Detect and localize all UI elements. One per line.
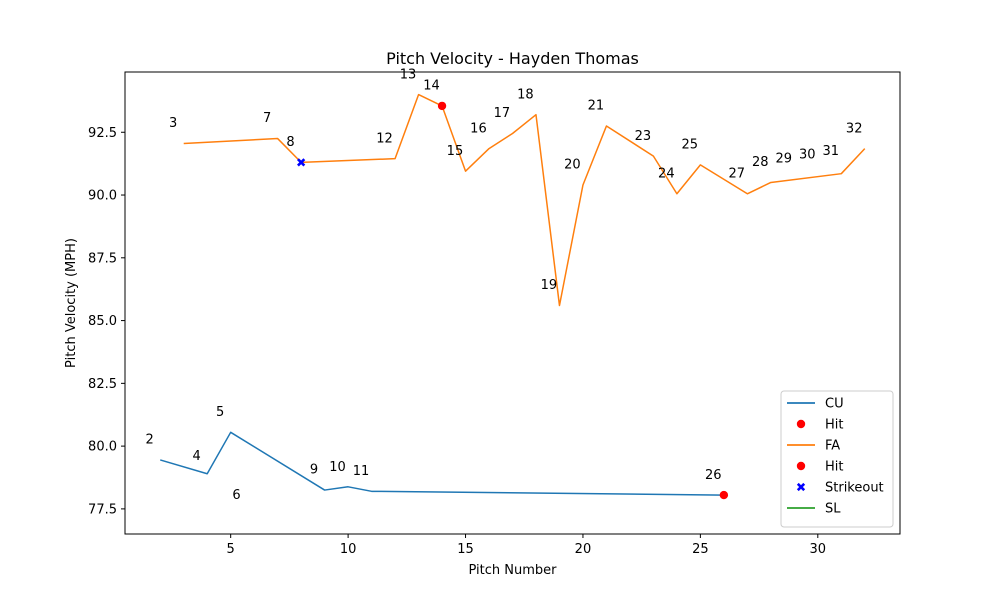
y-tick-label: 82.5: [88, 377, 117, 392]
hit-marker: [719, 490, 729, 500]
plot-area-frame: [124, 71, 901, 535]
pitch-number-label: 30: [799, 148, 816, 163]
legend-x-swatch: [796, 482, 806, 492]
y-tick-label: 92.5: [88, 126, 117, 141]
pitch-number-label: 4: [192, 449, 200, 464]
pitch-number-label: 11: [353, 464, 370, 479]
pitch-number-label: 2: [146, 433, 154, 448]
legend-entry: CU: [787, 397, 844, 412]
pitch-number-label: 19: [541, 278, 558, 293]
legend-entry: Hit: [796, 418, 843, 433]
x-axis-label: Pitch Number: [468, 563, 557, 578]
pitch-number-label: 10: [329, 460, 346, 475]
legend: CU Hit FA Hit Strikeout SL: [780, 390, 894, 528]
pitch-number-label: 29: [775, 151, 792, 166]
pitch-number-label: 18: [517, 87, 534, 102]
y-tick-label: 77.5: [88, 502, 117, 517]
pitch-number-label: 6: [232, 488, 240, 503]
y-tick-label: 85.0: [88, 314, 117, 329]
legend-circle-swatch: [796, 419, 806, 429]
y-axis-label: Pitch Velocity (MPH): [64, 238, 79, 368]
pitch-number-label: 15: [447, 144, 464, 159]
legend-entry: Hit: [796, 460, 843, 475]
legend-label: Hit: [825, 460, 843, 475]
legend-label: Hit: [825, 418, 843, 433]
chart-title: Pitch Velocity - Hayden Thomas: [386, 49, 639, 68]
pitch-number-label: 7: [263, 111, 271, 126]
x-tick-label: 10: [340, 542, 357, 557]
hit-marker: [437, 101, 447, 111]
marker-layer: [297, 101, 729, 500]
pitch-number-label: 27: [729, 166, 746, 181]
pitch-number-label: 17: [494, 106, 511, 121]
legend-label: FA: [825, 439, 840, 454]
legend-box: [780, 390, 894, 528]
pitch-number-label: 3: [169, 116, 177, 131]
x-tick-label: 5: [227, 542, 235, 557]
x-tick-label: 25: [692, 542, 709, 557]
x-tick-label: 20: [575, 542, 592, 557]
legend-label: Strikeout: [825, 481, 884, 496]
pitch-number-label: 26: [705, 468, 722, 483]
pitch-number-label: 24: [658, 166, 675, 181]
legend-entry: Strikeout: [796, 481, 884, 496]
pitch-number-label: 31: [822, 144, 839, 159]
series-line-fa: [183, 93, 866, 307]
y-tick-label: 80.0: [88, 440, 117, 455]
pitch-number-label: 8: [286, 135, 294, 150]
pitch-number-label: 9: [310, 463, 318, 478]
x-axis-ticks: 5 10 15 20 25 30: [227, 534, 827, 557]
pitch-number-label: 14: [423, 79, 440, 94]
y-axis-ticks: 77.5 80.0 82.5 85.0 87.5 90.0 92.5: [88, 126, 125, 517]
y-tick-label: 90.0: [88, 189, 117, 204]
pitch-number-label: 25: [682, 138, 699, 153]
pitch-number-label: 12: [376, 131, 393, 146]
strikeout-marker: [297, 158, 306, 167]
pitch-number-label: 23: [635, 129, 652, 144]
pitch-number-label: 5: [216, 405, 224, 420]
pitch-number-label: 21: [588, 99, 605, 114]
pitch-number-label: 32: [846, 121, 863, 136]
x-tick-label: 15: [457, 542, 474, 557]
legend-label: SL: [825, 502, 841, 517]
legend-entry: SL: [787, 502, 841, 517]
x-tick-label: 30: [810, 542, 827, 557]
pitch-number-label: 28: [752, 155, 769, 170]
strikeout-marker-stroke: [297, 158, 306, 167]
series-line-cu: [160, 431, 724, 496]
pitch-number-label: 13: [400, 67, 417, 82]
y-tick-label: 87.5: [88, 251, 117, 266]
legend-entry: FA: [787, 439, 840, 454]
legend-label: CU: [825, 397, 844, 412]
pitch-number-label: 20: [564, 158, 581, 173]
legend-circle-swatch: [796, 461, 806, 471]
pitch-number-label: 16: [470, 121, 487, 136]
series-layer: [160, 93, 866, 496]
